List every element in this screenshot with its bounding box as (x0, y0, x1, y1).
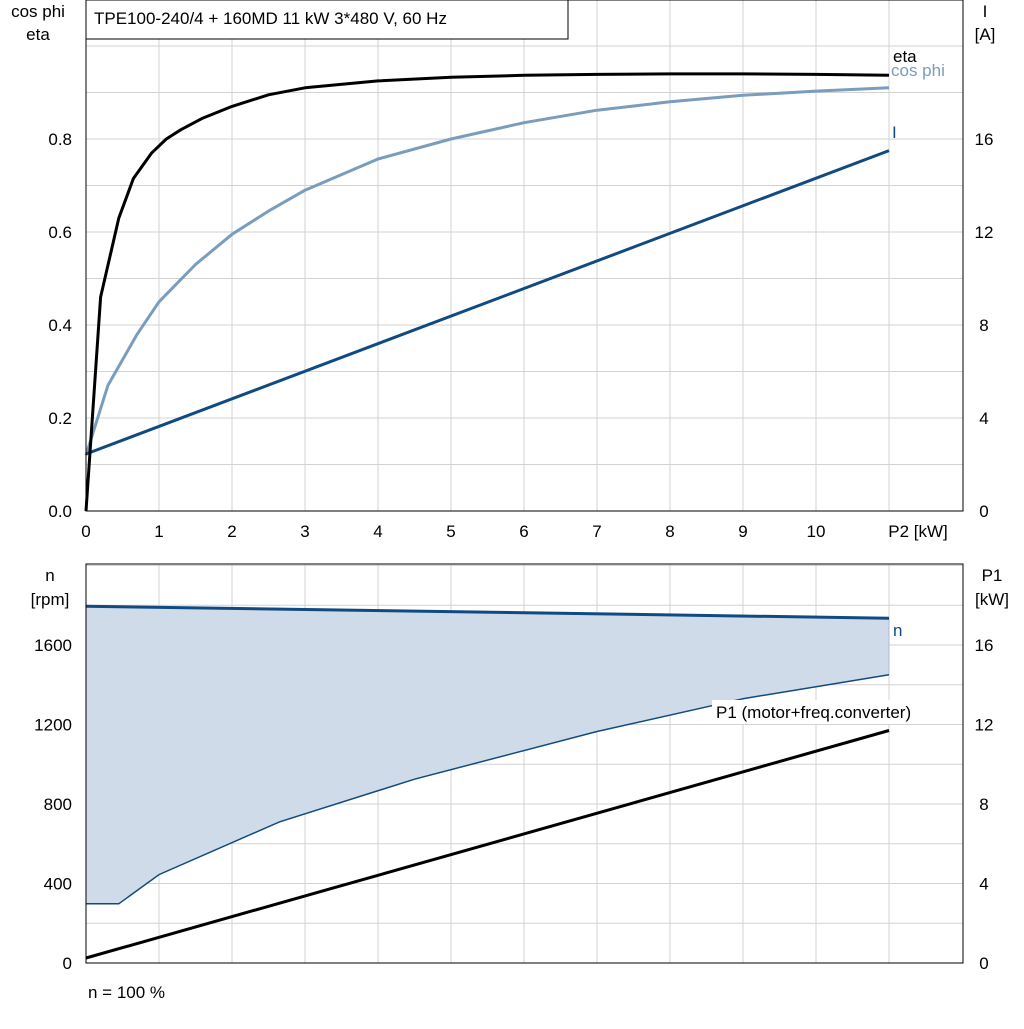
speed-range-area (86, 606, 889, 904)
y-right-label-top-line1: I (983, 2, 988, 21)
y-right-tick-top: 4 (979, 409, 988, 428)
x-tick-label: 7 (592, 522, 601, 541)
y-right-tick-bottom: 4 (979, 875, 988, 894)
cos-phi-line (84, 86, 890, 456)
y-left-tick-bottom: 800 (44, 795, 72, 814)
y-right-tick-top: 8 (979, 316, 988, 335)
speed-line (85, 604, 890, 620)
grid-top (86, 0, 963, 511)
label-p1: P1 (motor+freq.converter) (716, 703, 911, 722)
p1-line (85, 729, 890, 960)
y-right-tick-top: 12 (975, 223, 994, 242)
y-left-tick-top: 0.8 (48, 130, 72, 149)
axis-ticks: 0 1 2 3 4 5 6 7 8 9 100.00.20.40.60.80481216040080… (34, 130, 993, 973)
x-tick-label: 2 (227, 522, 236, 541)
label-cos-phi: cos phi (891, 61, 945, 80)
eta-line (84, 72, 890, 512)
x-tick-label: 10 (807, 522, 826, 541)
y-left-tick-bottom: 0 (63, 954, 72, 973)
bottom-plot-frame (85, 563, 964, 964)
y-left-label-top-line1: cos phi (11, 2, 65, 21)
label-eta: eta (893, 47, 917, 66)
x-tick-label: 9 (738, 522, 747, 541)
speed-footnote: n = 100 % (88, 983, 165, 1002)
x-tick-label: 3 (300, 522, 309, 541)
x-tick-label: 6 (519, 522, 528, 541)
current-line (85, 149, 890, 456)
y-left-tick-bottom: 1200 (34, 716, 72, 735)
y-left-label-bottom-line1: n (45, 566, 54, 585)
label-p1-background (712, 700, 962, 724)
x-tick-label: 1 (154, 522, 163, 541)
operating-band (86, 606, 890, 904)
y-right-tick-bottom: 16 (975, 636, 994, 655)
y-left-tick-top: 0.6 (48, 223, 72, 242)
y-right-tick-bottom: 12 (975, 716, 994, 735)
x-tick-label: 5 (446, 522, 455, 541)
y-left-tick-bottom: 400 (44, 875, 72, 894)
x-tick-label: 8 (665, 522, 674, 541)
y-left-tick-top: 0.0 (48, 502, 72, 521)
top-plot-frame (85, 0, 964, 512)
y-left-tick-bottom: 1600 (34, 636, 72, 655)
series-top (84, 72, 890, 512)
x-tick-label: 0 (81, 522, 90, 541)
chart-title: TPE100-240/4 + 160MD 11 kW 3*480 V, 60 H… (94, 9, 447, 28)
title-box (85, 0, 569, 40)
label-current: I (892, 123, 897, 142)
y-right-label-bottom-line2: [kW] (975, 590, 1009, 609)
y-right-tick-bottom: 8 (979, 795, 988, 814)
y-right-tick-top: 0 (979, 502, 988, 521)
y-left-tick-top: 0.4 (48, 316, 72, 335)
y-right-label-bottom-line1: P1 (982, 566, 1003, 585)
y-right-label-top-line2: [A] (975, 25, 996, 44)
y-right-tick-top: 16 (975, 130, 994, 149)
y-right-tick-bottom: 0 (979, 954, 988, 973)
y-left-label-top-line2: eta (26, 25, 50, 44)
y-left-label-bottom-line2: [rpm] (31, 590, 70, 609)
y-left-tick-top: 0.2 (48, 409, 72, 428)
x-axis-label: P2 [kW] (888, 522, 948, 541)
label-speed: n (893, 621, 902, 640)
x-tick-label: 4 (373, 522, 382, 541)
